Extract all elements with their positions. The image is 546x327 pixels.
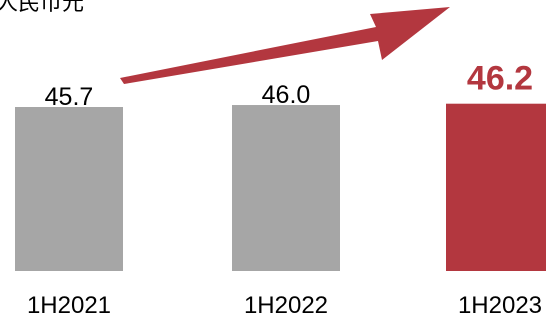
- x-tick-labels: 1H2021 1H2022 1H2023: [27, 292, 542, 319]
- value-label-1H2022: 46.0: [262, 81, 311, 109]
- bar-1H2023: [446, 103, 546, 271]
- x-tick-label-1H2023: 1H2023: [458, 292, 542, 319]
- x-tick-label-1H2021: 1H2021: [27, 292, 111, 319]
- value-label-1H2023: 46.2: [467, 60, 533, 98]
- bar-1H2021: [15, 107, 123, 271]
- x-tick-label-1H2022: 1H2022: [244, 292, 328, 319]
- bars: [15, 103, 546, 272]
- trend-arrow: [120, 7, 450, 84]
- bar-1H2022: [232, 105, 340, 272]
- value-labels: 45.7 46.0 46.2: [45, 60, 533, 111]
- value-label-1H2021: 45.7: [45, 83, 94, 111]
- unit-label: 人民币元: [0, 0, 84, 16]
